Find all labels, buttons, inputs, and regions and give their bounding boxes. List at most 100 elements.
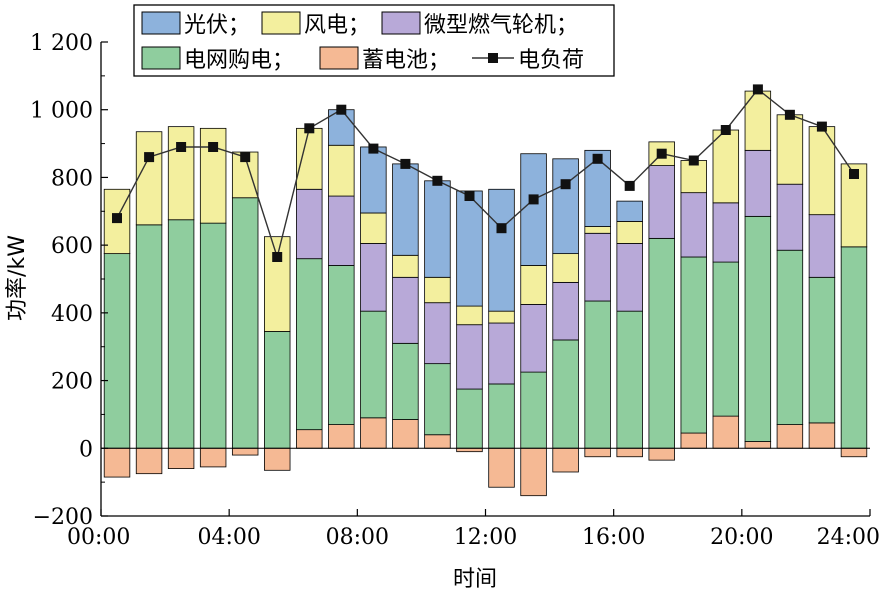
bar-microturbine-h10: [392, 276, 419, 344]
load-marker-h13: [496, 223, 507, 234]
y-axis-title: 功率/kW: [5, 235, 30, 321]
bar-microturbine-h13: [488, 322, 515, 385]
bar-wind-h13: [488, 310, 515, 324]
bar-battery_neg-h3: [167, 447, 195, 470]
bar-pv-h17: [616, 200, 643, 222]
x-tick-label: 00:00: [67, 525, 130, 550]
y-tick-label: −200: [33, 505, 93, 530]
bar-battery_pos-h10: [392, 419, 419, 449]
bar-battery_neg-h13: [488, 447, 515, 488]
load-marker-h1: [112, 213, 122, 224]
load-marker-h21: [752, 84, 763, 95]
legend-swatch-grid: [141, 46, 181, 70]
bar-wind-h10: [392, 254, 419, 278]
bar-grid-h12: [456, 388, 483, 449]
bar-wind-h12: [456, 305, 483, 326]
y-tick-label: 0: [79, 437, 93, 462]
bar-battery_pos-h23: [808, 422, 836, 449]
x-tick-label: 04:00: [197, 525, 260, 550]
load-marker-h10: [400, 158, 411, 169]
bar-microturbine-h12: [456, 324, 483, 390]
bar-battery_neg-h16: [584, 447, 611, 458]
bar-battery_pos-h21: [744, 441, 772, 449]
legend-label-battery: 蓄电池；: [362, 48, 450, 73]
bar-grid-h16: [584, 300, 611, 449]
bar-grid-h18: [648, 237, 675, 449]
bar-pv-h16: [584, 149, 611, 227]
bar-microturbine-h8: [328, 195, 355, 266]
load-marker-h2: [144, 152, 155, 163]
bar-grid-h8: [328, 265, 355, 425]
load-marker-h18: [656, 148, 667, 159]
bar-grid-h17: [616, 310, 643, 449]
x-tick-label: 08:00: [326, 525, 389, 550]
bar-grid-h22: [776, 249, 804, 425]
bar-grid-h7: [296, 258, 323, 431]
bar-grid-h14: [520, 371, 547, 449]
x-tick-label: 12:00: [454, 525, 517, 550]
bar-battery_pos-h20: [712, 415, 740, 449]
x-tick-label: 16:00: [582, 525, 645, 550]
load-marker-h8: [336, 104, 347, 115]
bar-microturbine-h11: [424, 302, 451, 365]
load-marker-h20: [720, 125, 731, 135]
bar-pv-h12: [456, 190, 483, 307]
bar-microturbine-h15: [552, 281, 579, 341]
legend-frame: [133, 4, 615, 77]
load-marker-h6: [272, 252, 283, 262]
bar-wind-h7: [296, 127, 323, 190]
bar-battery_pos-h9: [360, 417, 387, 449]
bar-grid-h23: [808, 276, 836, 424]
legend-label-grid: 电网购电；: [184, 48, 294, 73]
bar-microturbine-h19: [680, 192, 707, 258]
bar-grid-h6: [264, 331, 291, 449]
bar-microturbine-h17: [616, 243, 643, 312]
load-marker-h23: [816, 121, 827, 132]
load-marker-h24: [849, 169, 859, 179]
bar-battery_pos-h19: [680, 432, 707, 449]
legend-swatch-wind: [261, 11, 301, 35]
load-marker-h11: [432, 175, 443, 186]
bar-wind-h19: [680, 160, 707, 194]
bar-pv-h10: [392, 163, 419, 256]
bar-battery_neg-h14: [520, 447, 547, 497]
load-marker-h7: [304, 123, 315, 134]
load-marker-h9: [368, 143, 379, 154]
bar-grid-h15: [552, 339, 579, 449]
bar-battery_neg-h5: [231, 447, 259, 456]
bar-battery_pos-h7: [296, 429, 323, 449]
bar-battery_neg-h2: [135, 447, 163, 475]
bar-battery_neg-h18: [648, 447, 675, 461]
bar-grid-h2: [135, 224, 163, 449]
y-tick-label: 600: [51, 234, 93, 259]
bar-microturbine-h16: [584, 232, 611, 302]
bar-wind-h9: [360, 212, 387, 244]
load-marker-h14: [528, 194, 539, 205]
y-tick-label: 1 200: [30, 31, 93, 56]
bar-grid-h5: [231, 197, 259, 449]
bar-grid-h3: [167, 219, 195, 449]
legend-swatch-pv: [141, 11, 181, 35]
bar-microturbine-h21: [744, 149, 772, 217]
y-tick-label: 1 000: [30, 99, 93, 124]
bar-wind-h3: [167, 126, 195, 221]
legend-label-pv: 光伏；: [184, 13, 250, 38]
bar-grid-h13: [488, 383, 515, 449]
y-tick-label: 200: [51, 370, 93, 395]
bar-pv-h13: [488, 188, 515, 312]
bar-pv-h8: [328, 109, 355, 146]
bar-microturbine-h23: [808, 214, 836, 278]
bar-wind-h17: [616, 221, 643, 244]
bar-grid-h19: [680, 256, 707, 434]
bar-pv-h14: [520, 153, 547, 266]
bar-grid-h11: [424, 363, 451, 436]
bar-battery_neg-h1: [103, 447, 131, 478]
bar-grid-h20: [712, 261, 740, 417]
bar-microturbine-h7: [296, 188, 323, 260]
bar-wind-h20: [712, 129, 740, 204]
bar-battery_pos-h22: [776, 424, 804, 449]
bar-grid-h1: [103, 253, 131, 449]
load-marker-h19: [688, 155, 699, 166]
load-marker-h3: [176, 142, 187, 152]
